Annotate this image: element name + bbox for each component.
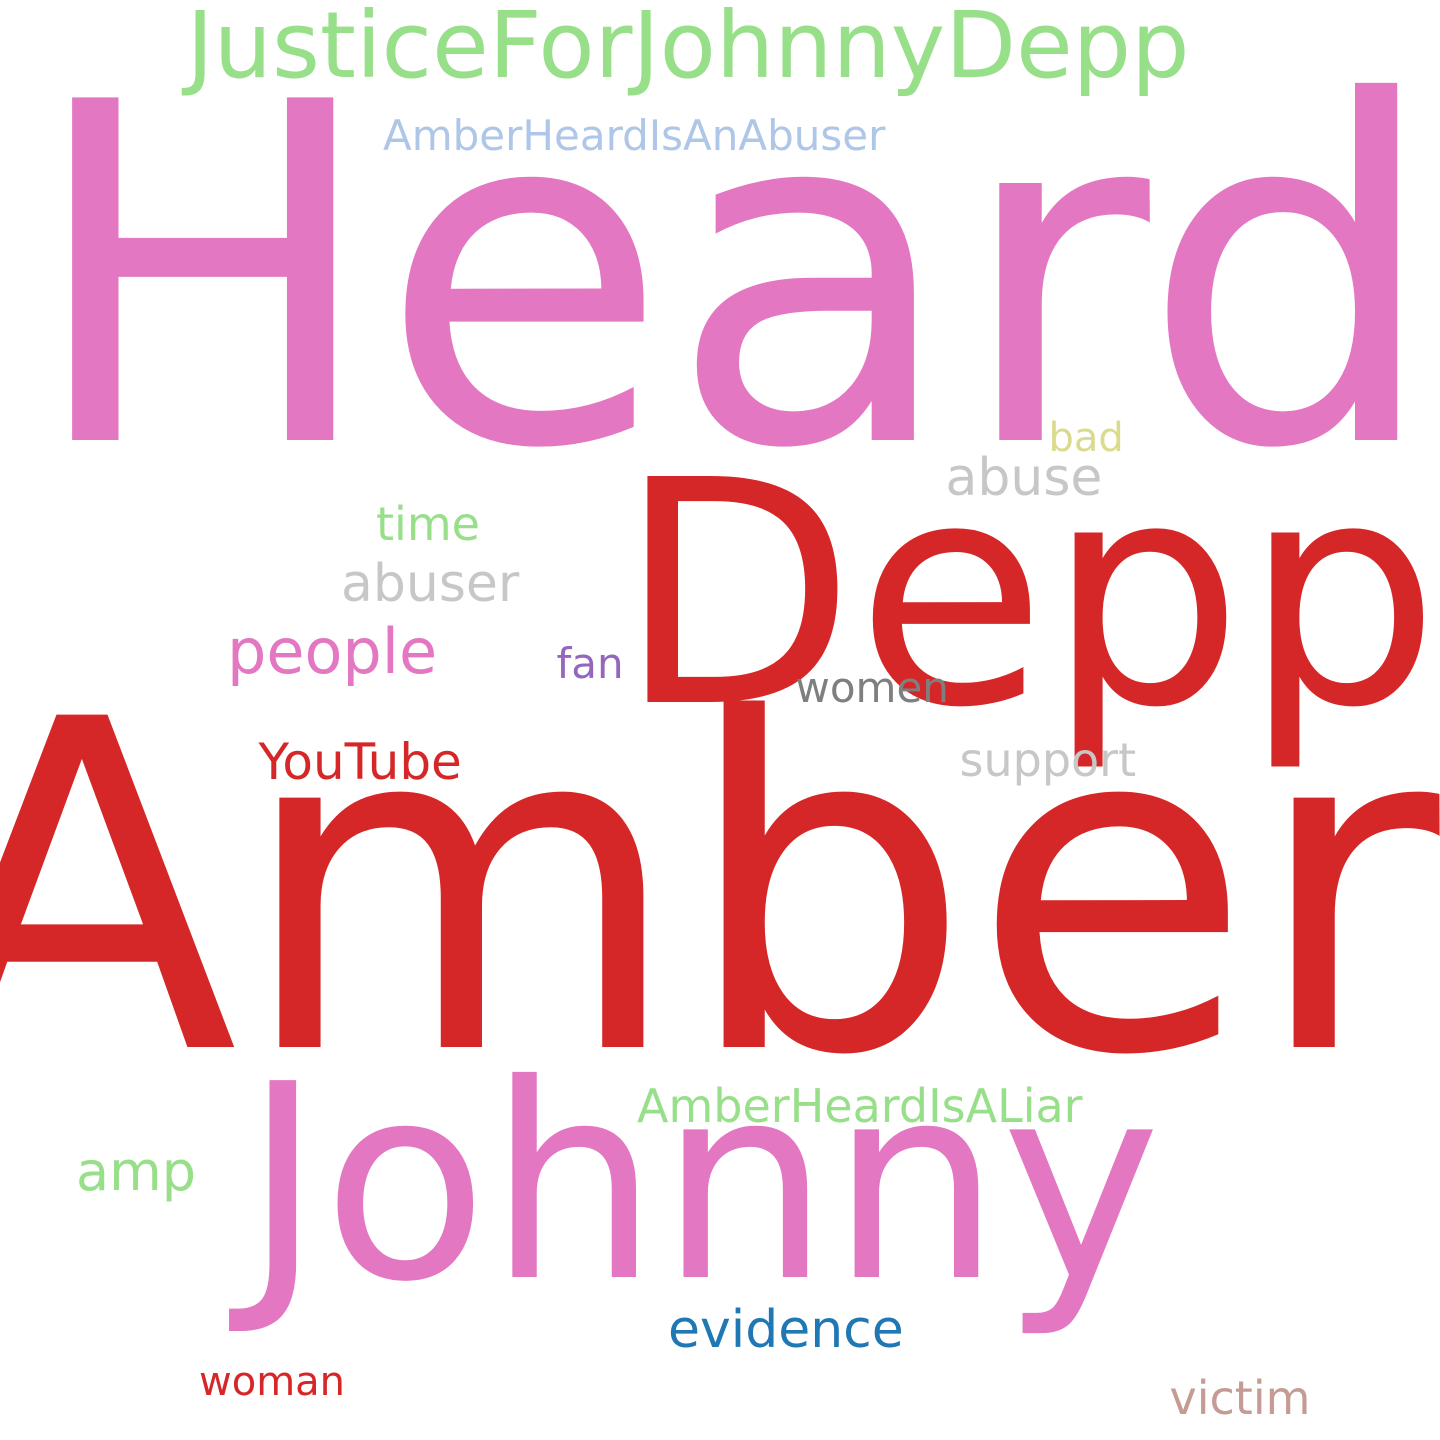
word-fan: fan <box>556 639 624 688</box>
word-amberheardisanabuser: AmberHeardIsAnAbuser <box>383 111 886 160</box>
word-victim: victim <box>1169 1371 1311 1425</box>
word-evidence: evidence <box>668 1300 904 1360</box>
word-amber: Amber <box>0 624 1440 1155</box>
word-abuse: abuse <box>945 448 1103 508</box>
word-bad: bad <box>1048 415 1124 461</box>
word-woman: woman <box>199 1359 346 1405</box>
word-johnny: Johnny <box>243 1026 1161 1341</box>
word-heard: Heard <box>26 4 1440 551</box>
word-support: support <box>959 733 1137 787</box>
word-women: women <box>795 663 949 712</box>
word-people: people <box>227 615 438 688</box>
word-abuser: abuser <box>341 554 520 614</box>
word-youtube: YouTube <box>258 733 462 791</box>
word-amp: amp <box>76 1140 196 1203</box>
word-justiceforjohnnydepp: JusticeForJohnnyDepp <box>186 0 1190 99</box>
word-time: time <box>376 497 480 551</box>
word-depp: Depp <box>617 415 1440 776</box>
word-amberheardisaliar: AmberHeardIsALiar <box>637 1079 1083 1133</box>
